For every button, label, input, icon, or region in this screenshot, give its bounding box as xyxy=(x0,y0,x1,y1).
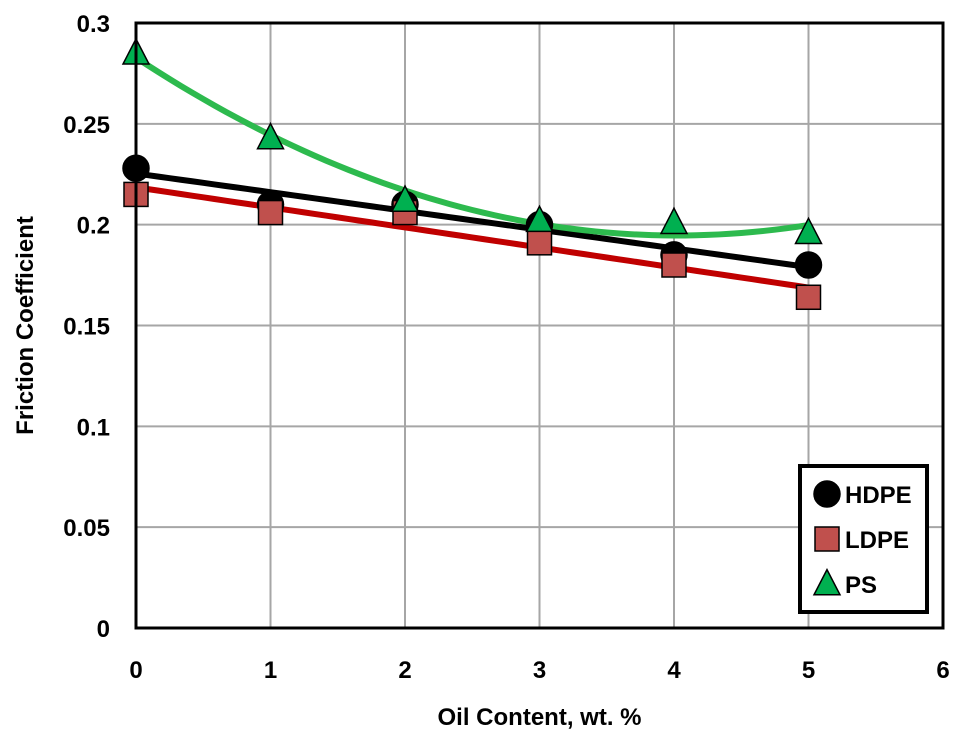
y-tick-label: 0.3 xyxy=(77,11,110,38)
data-point-ps xyxy=(256,121,285,150)
x-tick-label: 0 xyxy=(129,657,142,684)
y-tick-label: 0.2 xyxy=(77,213,110,240)
trend-line-hdpe xyxy=(133,170,812,271)
data-markers xyxy=(121,37,823,311)
x-tick-labels: 0 1 2 3 4 5 6 xyxy=(129,657,949,684)
data-point-ps xyxy=(794,216,823,245)
legend-marker-ldpe xyxy=(814,526,840,552)
x-tick-label: 4 xyxy=(667,657,681,684)
y-tick-label: 0.05 xyxy=(63,515,110,542)
y-tick-label: 0 xyxy=(97,616,110,643)
trend-lines xyxy=(133,54,812,291)
data-point-ps xyxy=(525,204,554,233)
legend: HDPE LDPE PS xyxy=(798,464,929,614)
x-tick-label: 5 xyxy=(802,657,815,684)
plot-area xyxy=(134,21,945,630)
legend-label-ps: PS xyxy=(845,572,877,599)
data-point-ldpe xyxy=(661,252,687,278)
data-point-ldpe xyxy=(526,230,553,256)
y-tick-label: 0.25 xyxy=(63,112,110,139)
data-point-ps xyxy=(390,184,420,213)
data-point-hdpe xyxy=(794,251,823,279)
x-tick-label: 2 xyxy=(398,657,411,684)
legend-marker-ps xyxy=(812,567,842,596)
y-tick-label: 0.1 xyxy=(77,414,110,441)
trend-line-ldpe xyxy=(133,184,812,291)
x-tick-label: 1 xyxy=(264,657,277,684)
trend-line-ps xyxy=(133,54,812,239)
data-point-ldpe xyxy=(257,199,284,226)
y-tick-labels: 0 0.05 0.1 0.15 0.2 0.25 0.3 xyxy=(63,11,110,643)
data-point-ldpe xyxy=(795,284,822,311)
x-axis-title: Oil Content, wt. % xyxy=(438,704,642,731)
legend-label-ldpe: LDPE xyxy=(845,527,909,554)
x-tick-label: 3 xyxy=(533,657,546,684)
data-point-ps xyxy=(659,206,689,235)
y-axis-title: Friction Coefficient xyxy=(12,216,39,435)
legend-marker-hdpe xyxy=(813,480,841,508)
x-tick-label: 6 xyxy=(936,657,949,684)
legend-label-hdpe: HDPE xyxy=(845,482,912,509)
y-tick-label: 0.15 xyxy=(63,314,110,341)
